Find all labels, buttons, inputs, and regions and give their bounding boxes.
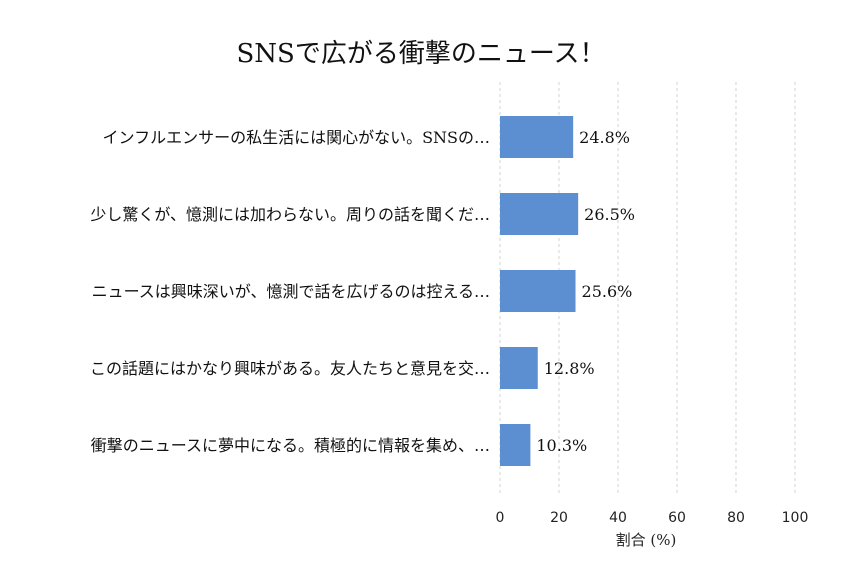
x-tick-label: 80 bbox=[727, 510, 745, 526]
x-axis-label: 割合 (%) bbox=[616, 531, 677, 549]
value-label: 26.5% bbox=[584, 205, 635, 224]
category-label: 衝撃のニュースに夢中になる。積極的に情報を集め、… bbox=[91, 436, 490, 455]
value-label: 12.8% bbox=[544, 359, 595, 378]
bar bbox=[500, 424, 531, 466]
category-labels: インフルエンサーの私生活には関心がない。SNSの… 少し驚くが、憶測には加わらない… bbox=[90, 128, 490, 455]
category-label: ニュースは興味深いが、憶測で話を広げるのは控える… bbox=[92, 282, 490, 301]
category-label: 少し驚くが、憶測には加わらない。周りの話を聞くだ… bbox=[90, 205, 490, 224]
x-tick-label: 40 bbox=[609, 510, 627, 526]
category-label: インフルエンサーの私生活には関心がない。SNSの… bbox=[103, 128, 490, 147]
bar bbox=[500, 347, 538, 389]
value-label: 24.8% bbox=[579, 128, 630, 147]
x-tick-label: 60 bbox=[668, 510, 686, 526]
x-tick-labels: 0 20 40 60 80 100 bbox=[496, 510, 809, 526]
bar bbox=[500, 193, 579, 235]
x-tick-label: 100 bbox=[782, 510, 809, 526]
value-label: 10.3% bbox=[536, 436, 587, 455]
bars bbox=[500, 116, 579, 466]
bar bbox=[500, 270, 576, 312]
category-label: この話題にはかなり興味がある。友人たちと意見を交… bbox=[90, 359, 490, 378]
chart-title: SNSで広がる衝撃のニュース！ bbox=[236, 39, 605, 69]
x-tick-label: 0 bbox=[496, 510, 505, 526]
value-label: 25.6% bbox=[582, 282, 633, 301]
x-tick-label: 20 bbox=[550, 510, 568, 526]
value-labels: 24.8% 26.5% 25.6% 12.8% 10.3% bbox=[536, 128, 635, 455]
bar bbox=[500, 116, 574, 158]
